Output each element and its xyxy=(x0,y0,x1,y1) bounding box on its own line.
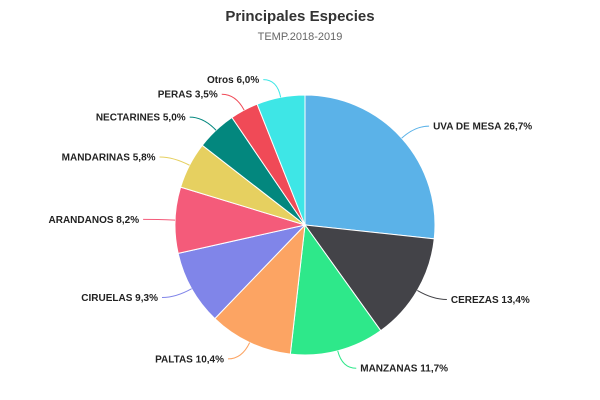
slice-label-manzanas: MANZANAS 11,7% xyxy=(360,364,448,375)
connector-peras xyxy=(221,93,245,111)
connector-arandanos xyxy=(143,218,176,221)
pie-slice-otros[interactable] xyxy=(256,94,306,226)
connector-otros xyxy=(263,79,282,98)
connector-cerezas xyxy=(417,290,447,301)
chart-title: Principales Especies xyxy=(225,8,375,25)
connector-ciruelas xyxy=(161,288,192,299)
pie-slice-manzanas[interactable] xyxy=(289,223,382,356)
connector-paltas xyxy=(227,342,251,360)
slice-label-nectarines: NECTARINES 5,0% xyxy=(96,113,186,124)
pie-slice-uva-de-mesa[interactable] xyxy=(304,94,436,240)
chart-subtitle: TEMP.2018-2019 xyxy=(257,31,343,43)
slice-label-cerezas: CEREZAS 13,4% xyxy=(451,295,530,306)
slice-label-ciruelas: CIRUELAS 9,3% xyxy=(81,293,158,304)
slice-label-mandarinas: MANDARINAS 5,8% xyxy=(62,152,156,163)
slice-label-uva-de-mesa: UVA DE MESA 26,7% xyxy=(433,122,532,133)
connector-nectarines xyxy=(189,116,217,131)
connector-mandarinas xyxy=(159,156,190,166)
slice-label-peras: PERAS 3,5% xyxy=(158,90,218,101)
slice-label-arandanos: ARANDANOS 8,2% xyxy=(49,215,140,226)
slice-label-paltas: PALTAS 10,4% xyxy=(155,354,224,365)
slice-label-otros: Otros 6,0% xyxy=(207,75,259,86)
pie-slice-paltas[interactable] xyxy=(214,223,306,355)
connector-manzanas xyxy=(337,350,357,369)
connector-uva-de-mesa xyxy=(401,125,430,139)
pie-slice-cerezas[interactable] xyxy=(303,224,435,332)
